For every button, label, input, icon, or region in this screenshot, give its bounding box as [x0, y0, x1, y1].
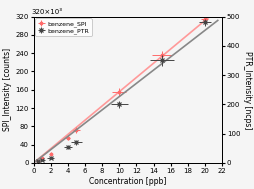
Y-axis label: SPI_Intensity [counts]: SPI_Intensity [counts] [4, 48, 12, 131]
X-axis label: Concentration [ppb]: Concentration [ppb] [89, 177, 166, 186]
Y-axis label: PTR_Intensity [ncps]: PTR_Intensity [ncps] [242, 50, 250, 129]
Text: 320×10³: 320×10³ [31, 9, 62, 15]
Legend: benzene_SPI, benzene_PTR: benzene_SPI, benzene_PTR [35, 19, 91, 36]
